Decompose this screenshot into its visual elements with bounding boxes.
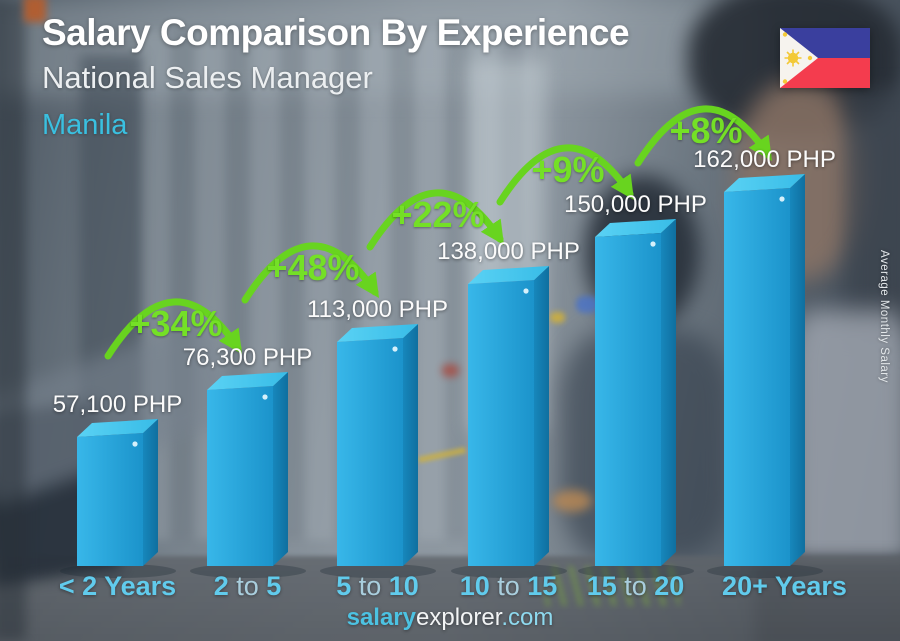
background-right-shadow — [845, 90, 900, 335]
background-blue-paper — [576, 296, 598, 313]
growth-arrow-2 — [241, 242, 379, 304]
background-buildings — [140, 30, 530, 540]
growth-arrow-3 — [366, 189, 504, 251]
bar-front-face — [207, 386, 273, 566]
y-axis-label: Average Monthly Salary — [878, 250, 890, 383]
bar-highlight-dot — [650, 241, 656, 247]
philippines-flag-icon — [780, 28, 870, 88]
bar-top-face — [337, 324, 418, 342]
background-yellow-paper — [550, 312, 565, 323]
bar-side-face — [790, 174, 805, 566]
bar-side-face — [143, 419, 158, 566]
bar-side-face — [534, 266, 549, 566]
bar-5 — [578, 219, 694, 578]
bar-highlight-dot — [779, 196, 785, 202]
bar-top-face — [468, 266, 549, 284]
background-desk — [0, 556, 900, 641]
bar-highlight-dot — [132, 441, 138, 447]
growth-arrow-1 — [104, 298, 242, 360]
bar-front-face — [595, 233, 661, 566]
bar-front-face — [337, 338, 403, 566]
city-label: Manila — [42, 109, 128, 141]
bar-top-face — [595, 219, 676, 237]
bar-3 — [320, 324, 436, 578]
bar-highlight-dot — [392, 346, 398, 352]
bar-side-face — [273, 372, 288, 566]
job-title: National Sales Manager — [42, 60, 373, 95]
background-hand-blob — [552, 490, 592, 512]
footer-url[interactable]: salaryexplorer.com — [0, 604, 900, 632]
background-left-edge — [0, 0, 26, 641]
bar-side-face — [661, 219, 676, 566]
bar-2 — [190, 372, 306, 578]
bar-side-face — [403, 324, 418, 566]
bar-highlight-dot — [262, 394, 268, 400]
footer-brand-regular: explorer — [416, 604, 502, 631]
header: Salary Comparison By Experience National… — [42, 12, 630, 142]
growth-arrow-5 — [634, 105, 772, 167]
bar-1 — [60, 419, 176, 578]
bar-front-face — [724, 188, 790, 566]
bar-top-face — [724, 174, 805, 192]
footer-tld: .com — [501, 604, 554, 631]
bar-front-face — [77, 433, 143, 566]
bar-6 — [707, 174, 823, 578]
footer-brand-bold: salary — [346, 604, 416, 631]
bar-top-face — [77, 419, 158, 437]
background-keyboard-streaks — [545, 566, 680, 606]
bar-front-face — [468, 280, 534, 566]
bar-top-face — [207, 372, 288, 390]
bar-highlight-dot — [523, 288, 529, 294]
page-title: Salary Comparison By Experience — [42, 12, 630, 53]
background-red-paper — [442, 364, 459, 377]
background-orange-accent — [24, 0, 46, 22]
bar-4 — [451, 266, 567, 578]
growth-arrow-4 — [496, 144, 634, 206]
